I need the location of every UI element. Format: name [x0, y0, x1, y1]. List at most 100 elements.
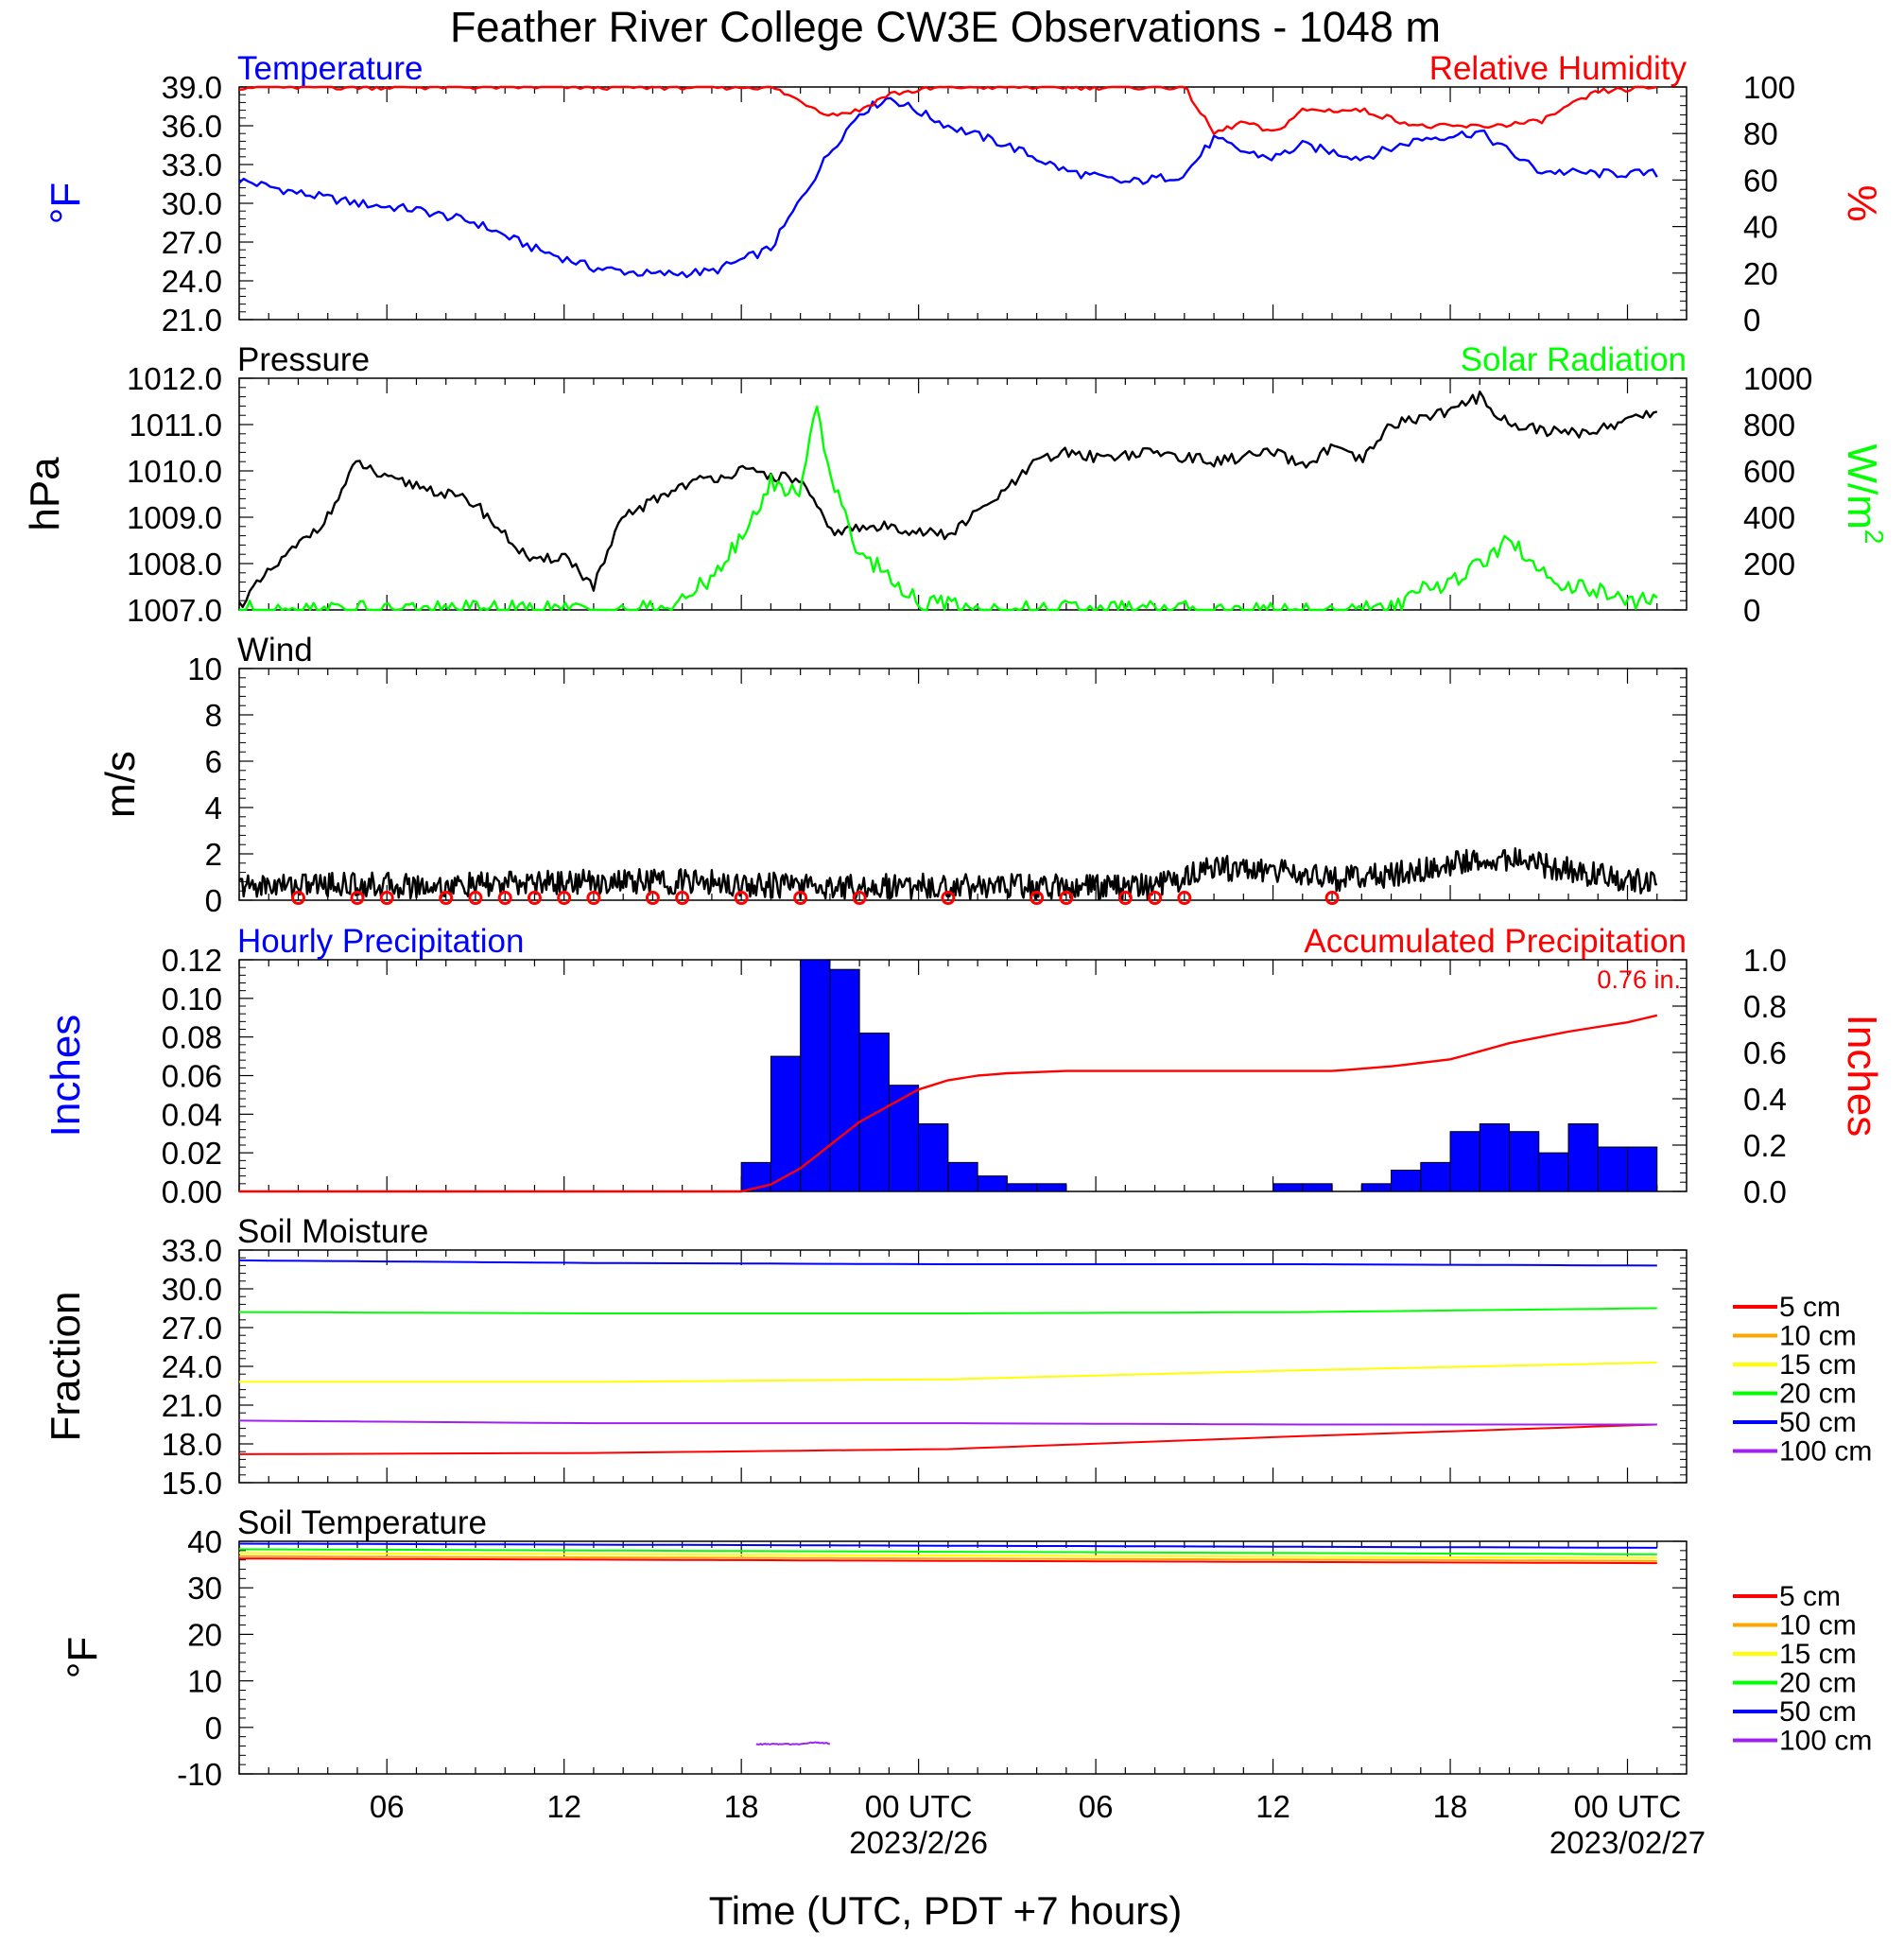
- panel-title-left: Temperature: [237, 50, 423, 87]
- legend-label: 50 cm: [1779, 1407, 1857, 1438]
- series-line-5-cm: [238, 1423, 1657, 1455]
- legend-label: 5 cm: [1779, 1292, 1841, 1323]
- y-tick-label-left: 0.10: [162, 982, 222, 1016]
- y-tick-label-left: 33.0: [162, 1233, 222, 1268]
- y-tick-label-left: 18.0: [162, 1427, 222, 1462]
- y-axis-label-left: Inches: [43, 1015, 89, 1138]
- y-tick-label-left: 0.00: [162, 1174, 222, 1209]
- legend-label: 20 cm: [1779, 1668, 1857, 1699]
- y-tick-label-left: 15.0: [162, 1466, 222, 1501]
- x-tick-label: 12: [1255, 1789, 1290, 1824]
- y-tick-label-right: 1.0: [1743, 943, 1787, 978]
- y-tick-label-left: 40: [187, 1524, 222, 1559]
- y-axis-label-right: W/m2: [1839, 444, 1889, 545]
- x-tick-label: 12: [546, 1789, 581, 1824]
- legend-label: 5 cm: [1779, 1581, 1841, 1612]
- y-tick-label-left: 10: [187, 652, 222, 686]
- x-tick-label: 06: [1079, 1789, 1114, 1824]
- precip-bar: [918, 1123, 949, 1192]
- y-tick-label-left: 27.0: [162, 225, 222, 260]
- series-line-pressure: [238, 391, 1658, 608]
- panel-title-left: Pressure: [237, 341, 370, 378]
- y-tick-label-left: 2: [205, 837, 222, 872]
- y-tick-label-right: 0: [1743, 593, 1760, 628]
- plot-frame: [238, 668, 1688, 901]
- plot-frame: [238, 1540, 1688, 1775]
- y-tick-label-right: 0.2: [1743, 1128, 1787, 1163]
- y-tick-label-left: 0: [205, 883, 222, 918]
- calm-wind-marker: [1324, 891, 1340, 906]
- precip-bar: [1006, 1183, 1038, 1192]
- series-line-temperature: [238, 96, 1658, 279]
- y-tick-label-right: 400: [1743, 500, 1795, 535]
- precip-bar: [888, 1085, 920, 1192]
- precip-bar: [1597, 1146, 1629, 1192]
- y-tick-label-left: 1008.0: [127, 547, 222, 582]
- x-tick-label: 00 UTC: [1574, 1789, 1682, 1824]
- panels: 21.024.027.030.033.036.039.0020406080100…: [22, 50, 1889, 1792]
- y-tick-label-left: 0.08: [162, 1020, 222, 1055]
- series-line-10-cm: [238, 1555, 1657, 1562]
- y-tick-label-left: 33.0: [162, 148, 222, 182]
- x-tick-label: 06: [370, 1789, 405, 1824]
- x-tick-label: 18: [724, 1789, 759, 1824]
- precip-bar: [1627, 1146, 1658, 1192]
- precip-bar: [829, 968, 860, 1192]
- y-axis-label-right: Inches: [1839, 1015, 1885, 1138]
- precip-bar: [1360, 1183, 1393, 1192]
- x-tick-label: 00 UTC: [865, 1789, 973, 1824]
- y-tick-label-left: 21.0: [162, 303, 222, 338]
- calm-wind-marker: [557, 891, 572, 906]
- y-tick-label-right: 20: [1743, 256, 1778, 291]
- precip-bar: [770, 1055, 802, 1192]
- y-tick-label-left: 1009.0: [127, 500, 222, 535]
- y-tick-label-left: 27.0: [162, 1311, 222, 1346]
- y-tick-label-left: 8: [205, 698, 222, 733]
- panel-pressure_solar: 1007.0 1008.0 1009.0 1010.0 1011.0 1012.0 0 200…: [22, 341, 1889, 628]
- calm-wind-marker: [1148, 891, 1163, 906]
- panel-title-left: Wind: [237, 632, 313, 669]
- panel-precip: 0.000.02 0.040.06 0.08 0.10 0.12 0.0 0.2 0.4 0.6…: [43, 923, 1885, 1209]
- calm-wind-marker: [527, 891, 542, 906]
- y-tick-label-left: 24.0: [162, 1349, 222, 1384]
- y-tick-label-left: 24.0: [162, 264, 222, 299]
- precip-bar: [947, 1161, 978, 1192]
- calm-wind-marker: [290, 891, 305, 906]
- precip-bar: [1420, 1161, 1451, 1192]
- panel-soil_moisture: 15.0 18.0 21.0 24.027.0 30.0 33.0 Soil Moistur…: [43, 1213, 1872, 1501]
- calm-wind-marker: [439, 891, 454, 906]
- panel-title-left: Soil Temperature: [237, 1504, 487, 1541]
- series-line-solar-radiation: [239, 405, 1658, 612]
- y-tick-label-left: 0.06: [162, 1059, 222, 1094]
- series-line-50-cm: [238, 1259, 1657, 1267]
- precip-bar: [1479, 1123, 1511, 1192]
- y-tick-label-right: 200: [1743, 547, 1795, 582]
- precip-bar: [1509, 1131, 1540, 1192]
- calm-wind-marker: [350, 891, 365, 906]
- y-tick-label-left: 39.0: [162, 70, 222, 105]
- precip-total-annotation: 0.76 in.: [1597, 965, 1681, 994]
- calm-wind-marker: [793, 891, 808, 906]
- calm-wind-marker: [852, 891, 867, 906]
- y-tick-label-left: -10: [177, 1757, 222, 1792]
- y-axis-label-left: °F: [43, 182, 89, 224]
- legend-label: 15 cm: [1779, 1349, 1857, 1381]
- precip-bar: [1036, 1183, 1067, 1192]
- y-tick-label-left: 0.04: [162, 1097, 222, 1132]
- y-tick-label-left: 0: [205, 1711, 222, 1746]
- precip-bar: [1391, 1170, 1422, 1192]
- series-line-relative-humidity: [238, 85, 1658, 135]
- calm-wind-marker: [941, 891, 956, 906]
- y-tick-label-right: 100: [1743, 70, 1795, 105]
- y-tick-label-left: 0.02: [162, 1136, 222, 1171]
- precip-bar: [858, 1033, 890, 1192]
- y-tick-label-left: 30.0: [162, 1272, 222, 1307]
- legend-label: 50 cm: [1779, 1696, 1857, 1728]
- x-tick-label: 18: [1433, 1789, 1468, 1824]
- panel-title-left: Hourly Precipitation: [237, 923, 524, 960]
- legend-label: 100 cm: [1779, 1726, 1872, 1757]
- legend-label: 10 cm: [1779, 1321, 1857, 1352]
- series-line-5-cm: [238, 1557, 1657, 1565]
